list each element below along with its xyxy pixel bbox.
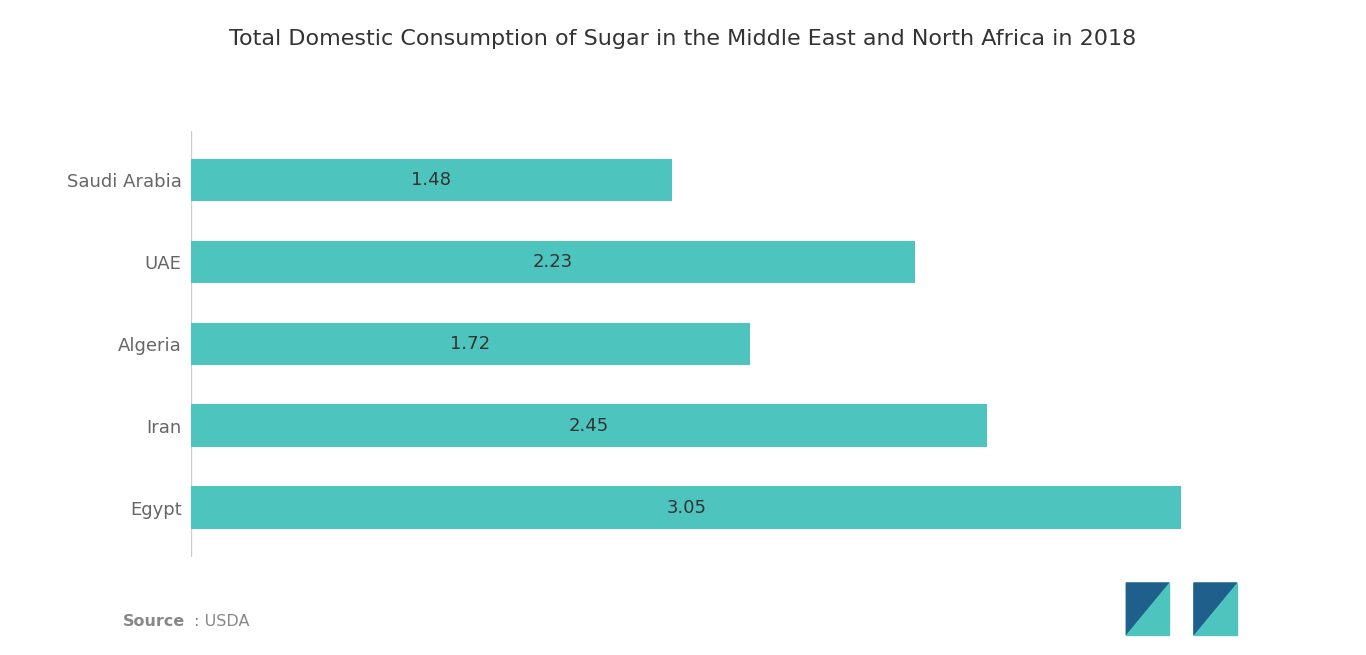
Text: 2.23: 2.23 (533, 253, 574, 271)
Bar (191, 404, 986, 447)
Text: 1.48: 1.48 (411, 171, 452, 189)
Text: Source: Source (123, 614, 186, 629)
Text: : USDA: : USDA (189, 614, 249, 629)
Polygon shape (1126, 583, 1169, 635)
Bar (191, 486, 1182, 529)
Text: 2.45: 2.45 (568, 417, 609, 435)
Text: Total Domestic Consumption of Sugar in the Middle East and North Africa in 2018: Total Domestic Consumption of Sugar in t… (229, 29, 1137, 50)
Text: 3.05: 3.05 (667, 498, 706, 517)
Bar (191, 159, 672, 201)
Polygon shape (1194, 583, 1238, 635)
Polygon shape (1194, 583, 1238, 635)
Bar (191, 240, 915, 283)
Text: 1.72: 1.72 (451, 335, 490, 353)
Bar (191, 322, 750, 365)
Polygon shape (1126, 583, 1169, 635)
